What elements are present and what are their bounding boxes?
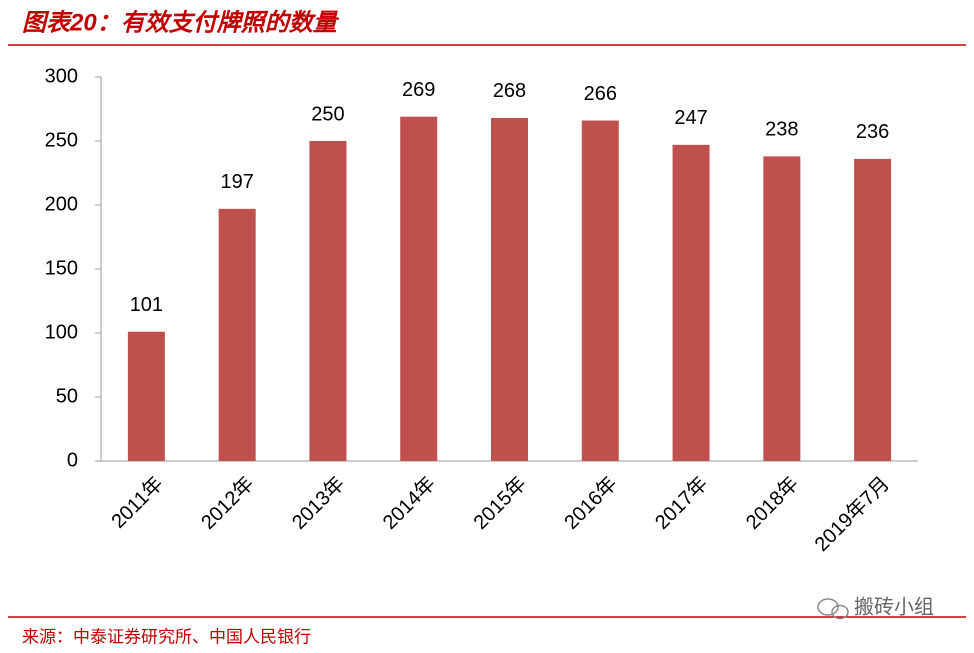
x-tick-label: 2014年 [378,472,440,534]
watermark: 搬砖小组 [854,595,934,618]
bar [672,144,710,461]
x-tick-label: 2017年 [650,472,712,534]
bar [763,156,801,462]
chart-title: 图表20：有效支付牌照的数量 [22,9,340,36]
bar [309,141,347,461]
source: 来源：中泰证券研究所、中国人民银行 [22,627,311,646]
y-tick-label: 150 [45,257,78,279]
bar [491,117,528,462]
bar [127,331,165,461]
y-tick-label: 250 [45,129,78,151]
value-label: 101 [130,294,163,316]
x-tick-label: 2011年 [107,472,168,533]
y-tick-label: 50 [56,385,78,407]
bar [400,116,438,462]
watermark-icon [817,598,849,620]
x-tick-label: 2012年 [197,472,259,534]
y-tick-label: 200 [45,193,78,215]
value-label: 268 [493,80,526,102]
value-label: 266 [584,83,617,105]
x-tick-label: 2019年7月 [810,472,894,556]
value-label: 238 [765,119,798,141]
y-tick-label: 100 [45,321,78,343]
value-label: 197 [220,171,253,193]
x-tick-label: 2018年 [741,472,803,534]
value-label: 269 [402,79,435,101]
x-tick-label: 2013年 [287,472,349,534]
bar [581,120,619,462]
value-label: 236 [856,121,889,143]
y-tick-label: 0 [67,449,78,471]
y-tick-label: 300 [45,65,78,87]
x-tick-label: 2016年 [560,472,622,534]
bar [218,208,256,461]
value-label: 250 [311,103,344,125]
value-label: 247 [674,107,707,129]
x-tick-label: 2015年 [469,472,531,534]
bar [854,158,892,462]
